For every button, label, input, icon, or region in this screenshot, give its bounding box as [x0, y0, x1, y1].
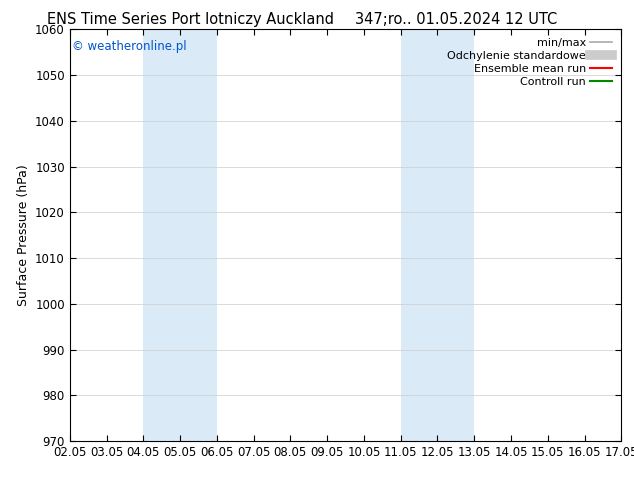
Text: ENS Time Series Port lotniczy Auckland: ENS Time Series Port lotniczy Auckland [47, 12, 333, 27]
Text: 347;ro.. 01.05.2024 12 UTC: 347;ro.. 01.05.2024 12 UTC [355, 12, 558, 27]
Legend: min/max, Odchylenie standardowe, Ensemble mean run, Controll run: min/max, Odchylenie standardowe, Ensembl… [444, 35, 616, 90]
Y-axis label: Surface Pressure (hPa): Surface Pressure (hPa) [16, 164, 30, 306]
Text: © weatheronline.pl: © weatheronline.pl [72, 40, 187, 53]
Bar [401, 29, 474, 441]
Bar [143, 29, 217, 441]
